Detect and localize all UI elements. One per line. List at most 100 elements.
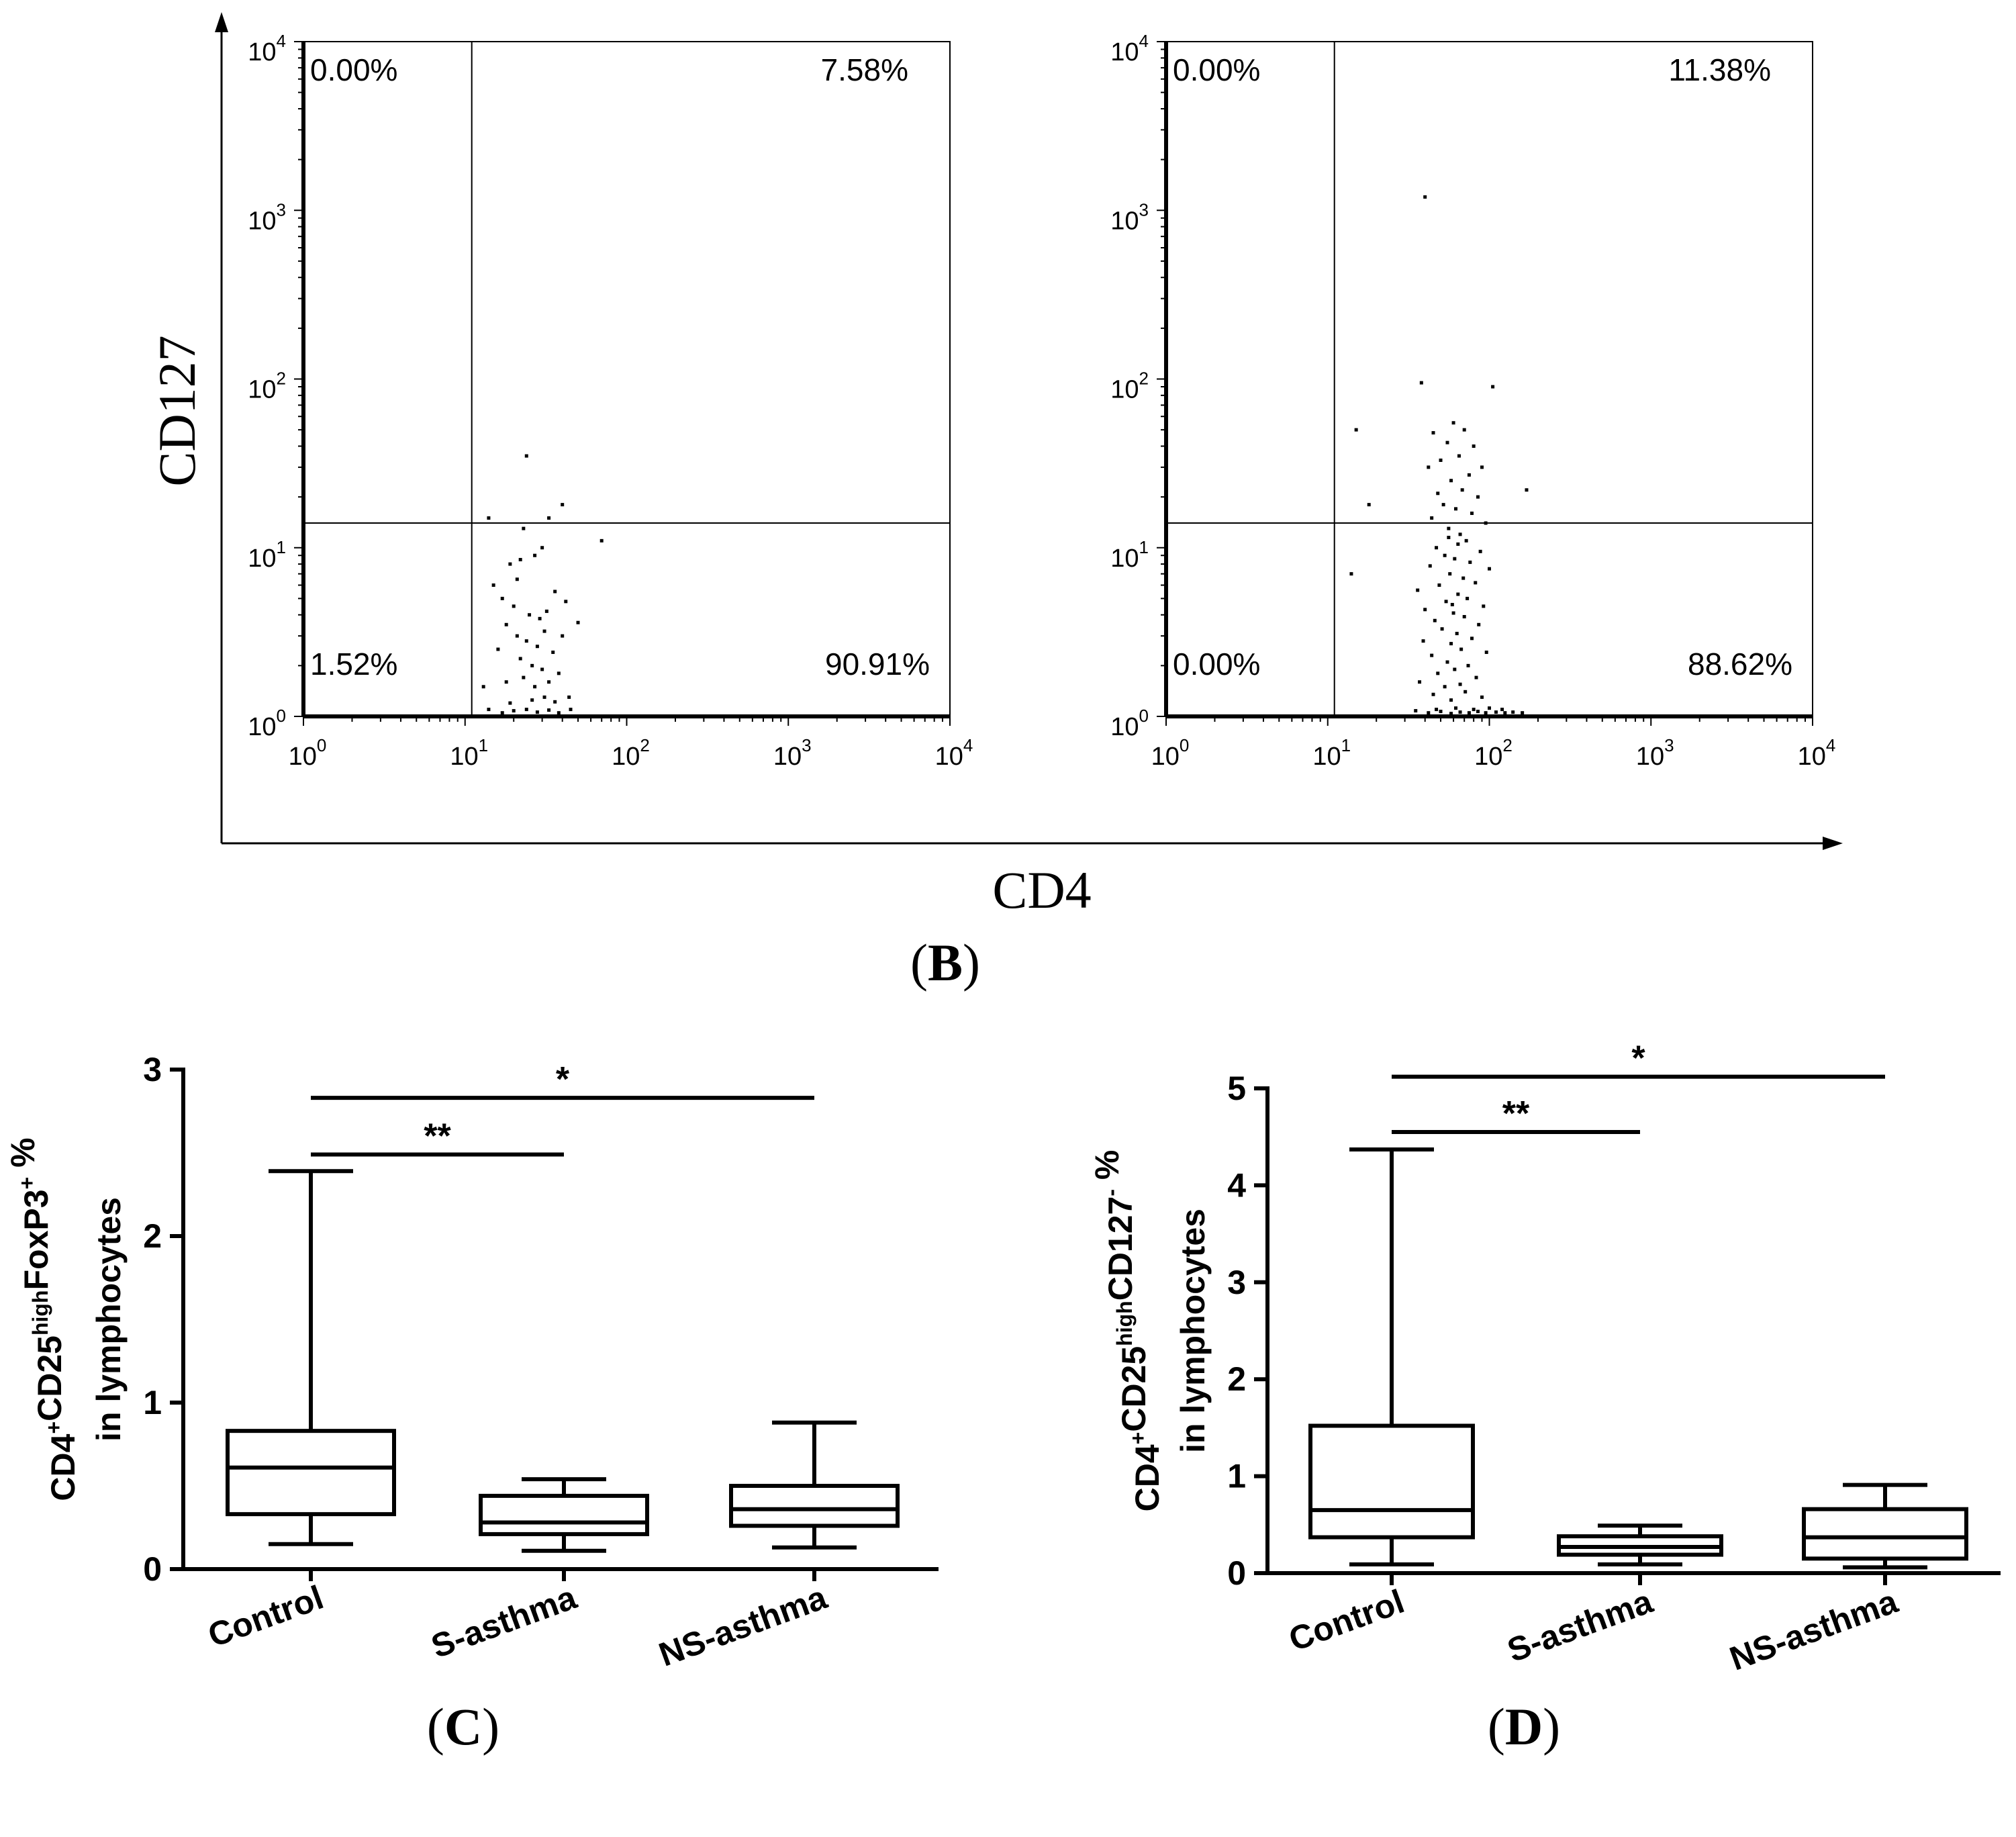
y-tick-label: 1 (143, 1384, 162, 1421)
scatter-point (1367, 503, 1371, 507)
scatter-point (1480, 465, 1484, 469)
scatter-point (1439, 710, 1443, 714)
scatter-point (481, 685, 485, 689)
x-tick-label: 100 (289, 735, 327, 771)
scatter-point (1443, 553, 1447, 557)
scatter-point (491, 583, 495, 587)
scatter-point (538, 616, 542, 620)
scatter-point (1467, 473, 1471, 477)
scatter-point (1423, 608, 1427, 612)
scatter-point (1460, 488, 1464, 492)
y-tick-label: 2 (143, 1217, 162, 1255)
scatter-point (1467, 711, 1471, 715)
scatter-point (1472, 708, 1476, 712)
scatter-point (1468, 560, 1472, 564)
scatter-point (1454, 507, 1458, 511)
shared-x-axis-label: CD4 (992, 861, 1091, 919)
y-axis-label-line2: in lymphocytes (90, 1197, 128, 1442)
scatter-point (1431, 431, 1435, 435)
scatter-point (1474, 675, 1478, 679)
scatter-point (1466, 596, 1470, 600)
scatter-point (1421, 639, 1425, 643)
x-tick-label: 104 (1798, 735, 1836, 771)
y-tick-label: 4 (1227, 1166, 1246, 1204)
scatter-point (504, 680, 508, 684)
scatter-point (1453, 667, 1457, 671)
scatter-point (1435, 708, 1439, 712)
scatter-point (1470, 637, 1474, 641)
scatter-point (540, 667, 544, 671)
x-tick-label: 101 (450, 735, 488, 771)
scatter-point (1430, 516, 1434, 520)
quadrant-top-left: 0.00% (1173, 52, 1260, 87)
scatter-point (1418, 680, 1422, 684)
scatter-point (1423, 195, 1427, 199)
y-tick-label: 104 (1110, 31, 1149, 66)
y-axis-label-line1: CD4+CD25highFoxP3+ % (4, 1137, 82, 1501)
svg-text:(B): (B) (910, 933, 980, 992)
scatter-point (512, 709, 516, 713)
shared-y-axis-arrow (215, 12, 228, 32)
scatter-point (553, 590, 557, 594)
scatter-point (1441, 503, 1445, 507)
scatter-point (1451, 611, 1455, 615)
scatter-point (1476, 495, 1480, 499)
scatter-point (1470, 511, 1474, 515)
panel-label-b: B (928, 933, 963, 992)
y-axis-label-line1: CD4+CD25highCD127- % (1088, 1150, 1166, 1512)
scatter-point (1525, 488, 1529, 492)
x-tick-label: 101 (1312, 735, 1351, 771)
y-tick-label: 101 (248, 537, 286, 573)
scatter-point (1458, 532, 1462, 536)
y-tick-label: 0 (143, 1550, 162, 1588)
scatter-point (547, 708, 551, 712)
scatter-point (561, 503, 565, 507)
scatter-point (535, 710, 539, 714)
scatter-point (1449, 479, 1453, 483)
scatter-point (542, 629, 546, 633)
x-tick-label: 103 (773, 735, 812, 771)
panel-label-c-group: (C) (427, 1697, 499, 1756)
quadrant-bottom-left: 1.52% (310, 647, 397, 681)
scatter-point (1416, 588, 1420, 592)
scatter-point (515, 577, 519, 581)
scatter-point (542, 695, 546, 699)
scatter-point (1476, 710, 1480, 714)
scatter-point (553, 700, 557, 704)
scatter-point (1462, 428, 1466, 432)
scatter-point (599, 538, 604, 543)
panel-label-c: C (444, 1697, 482, 1756)
scatter-point (1503, 711, 1507, 715)
scatter-point (1477, 622, 1481, 626)
shared-x-axis-arrow (1823, 837, 1843, 850)
scatter-point (487, 516, 491, 520)
shared-axes: CD127 CD4 (148, 12, 1843, 919)
scatter-point (1461, 576, 1466, 580)
scatter-point (1439, 458, 1443, 462)
scatter-point (1447, 535, 1451, 539)
scatter-point (1458, 682, 1462, 686)
box (1308, 1423, 1475, 1540)
scatter-point (561, 634, 565, 638)
scatter-point (564, 600, 568, 604)
scatter-point (1484, 521, 1488, 525)
scatter-point (557, 711, 561, 715)
scatter-point (1445, 440, 1449, 444)
y-tick-label: 1 (1227, 1458, 1246, 1495)
scatter-point (1443, 685, 1447, 689)
y-tick-label: 0 (1227, 1554, 1246, 1592)
scatter-point (1414, 709, 1418, 713)
scatter-point (1474, 581, 1478, 585)
significance-label: ** (1502, 1094, 1530, 1133)
significance-label: ** (424, 1117, 451, 1156)
scatter-point (1427, 711, 1431, 715)
scatter-point (1451, 421, 1455, 425)
scatter-point (1447, 526, 1451, 530)
scatter-point (518, 557, 522, 561)
scatter-point (512, 604, 516, 608)
scatter-point (1456, 542, 1460, 546)
scatter-point (1466, 663, 1470, 667)
scatter-point (1488, 706, 1491, 710)
scatter-point (528, 613, 532, 617)
svg-text:(D): (D) (1488, 1697, 1560, 1756)
